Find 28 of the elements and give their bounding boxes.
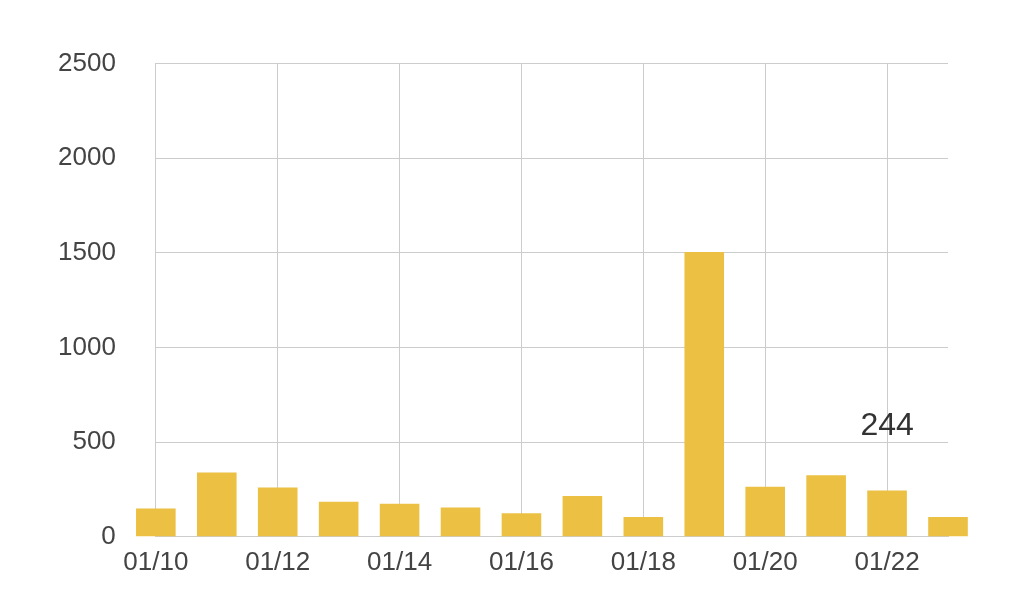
bar (379, 503, 420, 537)
x-tick-label: 01/12 (245, 545, 311, 576)
bar (136, 508, 176, 537)
bar (196, 472, 237, 537)
x-tick-label: 01/22 (854, 545, 920, 576)
y-tick-label: 2000 (58, 141, 116, 172)
x-tick-label: 01/10 (123, 545, 189, 576)
bar (745, 486, 785, 537)
x-tick-label: 01/14 (367, 545, 433, 576)
bar (562, 496, 603, 537)
bar (623, 516, 664, 537)
y-tick-label: 500 (72, 425, 116, 456)
bar (867, 490, 907, 537)
bar (501, 513, 542, 537)
bar (440, 507, 481, 537)
y-tick-label: 0 (101, 519, 116, 550)
bar (318, 501, 359, 537)
y-tick-label: 2500 (58, 46, 116, 77)
y-tick-label: 1000 (58, 330, 116, 361)
data-label: 244 (860, 406, 914, 443)
x-tick-label: 01/20 (732, 545, 798, 576)
bar (684, 251, 725, 537)
x-tick-label: 01/16 (488, 545, 554, 576)
bar (806, 475, 846, 537)
y-tick-label: 1500 (58, 236, 116, 267)
bar (257, 487, 298, 537)
bar (928, 516, 968, 537)
x-tick-label: 01/18 (610, 545, 676, 576)
